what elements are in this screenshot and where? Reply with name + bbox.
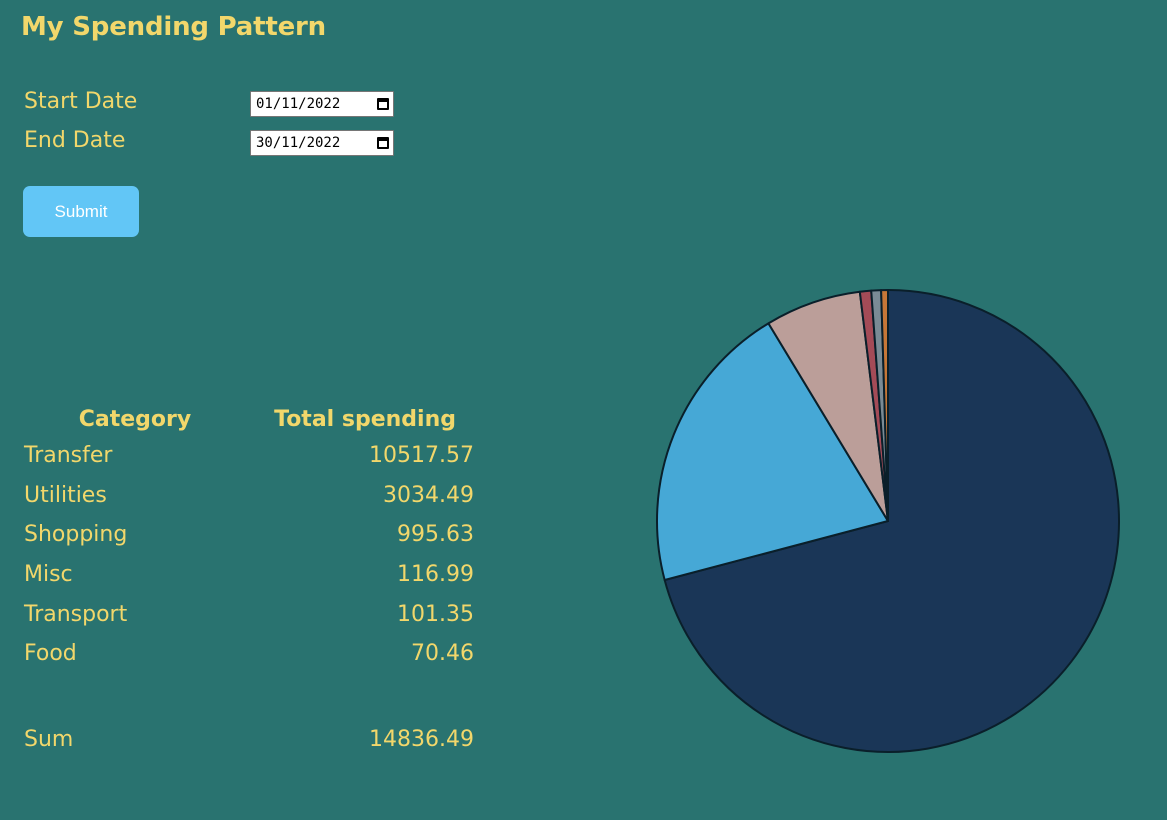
table-row: Transfer 10517.57	[24, 436, 474, 476]
row-category: Food	[24, 641, 77, 667]
sum-label: Sum	[24, 726, 74, 752]
row-total: 10517.57	[369, 443, 474, 469]
row-category: Transport	[24, 601, 128, 627]
pie-slice-utilities	[656, 322, 889, 581]
category-header: Category	[78, 406, 192, 432]
table-row: Transport 101.35	[24, 594, 474, 634]
row-total: 70.46	[411, 641, 474, 667]
row-total: 995.63	[397, 522, 474, 548]
pie-slice-transfer	[663, 289, 1120, 753]
row-category: Transfer	[24, 443, 113, 469]
row-total: 3034.49	[383, 482, 474, 508]
end-date-row: End Date 30/11/2022	[24, 126, 394, 156]
table-row: Shopping 995.63	[24, 515, 474, 555]
row-total: 101.35	[397, 601, 474, 627]
end-date-value: 30/11/2022	[256, 135, 341, 151]
spending-table: Category Total spending Transfer 10517.5…	[24, 402, 474, 674]
sum-value: 14836.49	[369, 726, 474, 752]
end-date-input[interactable]: 30/11/2022	[250, 130, 394, 156]
row-total: 116.99	[397, 562, 474, 588]
submit-button[interactable]: Submit	[23, 186, 139, 237]
calendar-icon[interactable]	[377, 98, 389, 110]
row-category: Shopping	[24, 522, 128, 548]
table-row: Misc 116.99	[24, 555, 474, 595]
page-title: My Spending Pattern	[21, 12, 326, 42]
row-category: Utilities	[24, 482, 107, 508]
end-date-label: End Date	[24, 128, 126, 153]
sum-row: Sum 14836.49	[24, 719, 474, 759]
row-category: Misc	[24, 562, 73, 588]
table-row: Utilities 3034.49	[24, 476, 474, 516]
start-date-row: Start Date 01/11/2022	[24, 87, 394, 117]
start-date-label: Start Date	[24, 89, 138, 114]
table-header: Category Total spending	[24, 402, 474, 436]
spending-pie-chart	[656, 288, 1120, 753]
pie-slice-food	[880, 288, 889, 522]
total-spending-header: Total spending	[274, 406, 456, 432]
table-row: Food 70.46	[24, 634, 474, 674]
start-date-value: 01/11/2022	[256, 96, 341, 112]
start-date-input[interactable]: 01/11/2022	[250, 91, 394, 117]
calendar-icon[interactable]	[377, 137, 389, 149]
